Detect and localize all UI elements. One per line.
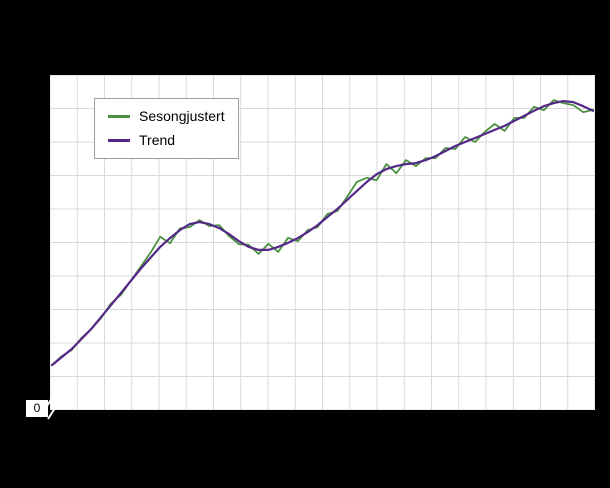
legend-swatch-trend [108, 138, 130, 142]
legend: Sesongjustert Trend [94, 98, 239, 159]
legend-label-trend: Trend [139, 131, 176, 148]
plot-area: Sesongjustert Trend [50, 75, 595, 410]
legend-item-sesongjustert: Sesongjustert [108, 108, 225, 125]
legend-swatch-sesongjustert [108, 114, 130, 118]
axis-break-icon [39, 394, 63, 420]
series-line-trend [50, 100, 595, 367]
legend-item-trend: Trend [108, 132, 225, 149]
legend-label-sesongjustert: Sesongjustert [139, 108, 225, 124]
